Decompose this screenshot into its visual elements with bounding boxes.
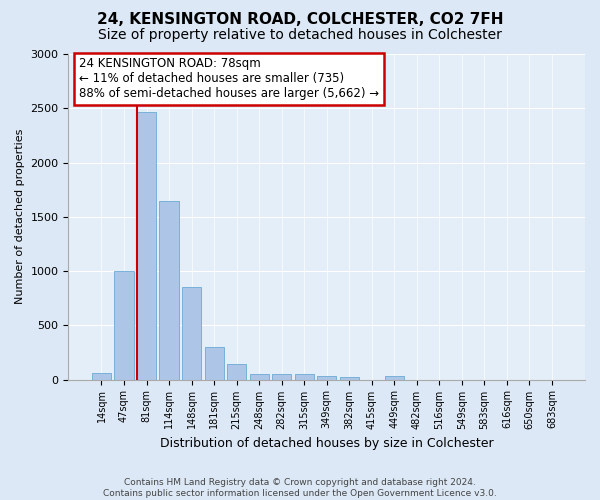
Bar	[385, 376, 404, 380]
Bar	[160, 200, 179, 380]
Bar	[115, 271, 134, 380]
Bar	[272, 374, 291, 380]
Y-axis label: Number of detached properties: Number of detached properties	[15, 129, 25, 304]
Bar	[250, 374, 269, 380]
Bar	[317, 376, 336, 380]
X-axis label: Distribution of detached houses by size in Colchester: Distribution of detached houses by size …	[160, 437, 494, 450]
Text: Contains HM Land Registry data © Crown copyright and database right 2024.
Contai: Contains HM Land Registry data © Crown c…	[103, 478, 497, 498]
Bar	[182, 288, 201, 380]
Bar	[205, 347, 224, 380]
Text: Size of property relative to detached houses in Colchester: Size of property relative to detached ho…	[98, 28, 502, 42]
Bar	[295, 374, 314, 380]
Bar	[227, 364, 246, 380]
Bar	[340, 378, 359, 380]
Text: 24, KENSINGTON ROAD, COLCHESTER, CO2 7FH: 24, KENSINGTON ROAD, COLCHESTER, CO2 7FH	[97, 12, 503, 28]
Bar	[137, 112, 156, 380]
Text: 24 KENSINGTON ROAD: 78sqm
← 11% of detached houses are smaller (735)
88% of semi: 24 KENSINGTON ROAD: 78sqm ← 11% of detac…	[79, 58, 379, 100]
Bar	[92, 373, 111, 380]
